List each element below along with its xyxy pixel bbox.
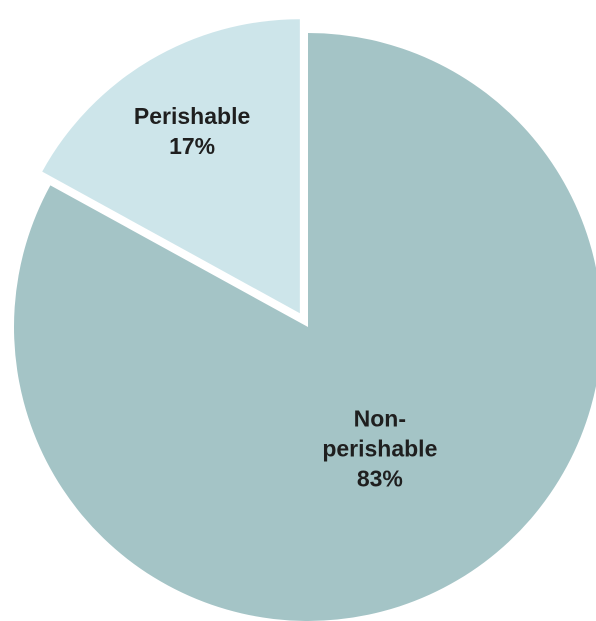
- pie-slice-1: [42, 19, 300, 314]
- pie-slice-0: [14, 33, 596, 621]
- slice-name-label: Perishable: [134, 103, 250, 129]
- slice-label-0: Non-perishable 83%: [322, 405, 437, 491]
- slice-label-1: Perishable 17%: [134, 103, 250, 159]
- slices-layer: [14, 19, 596, 621]
- slice-name-label: Non-: [354, 405, 406, 431]
- labels-layer: Non-perishable 83% Perishable 17%: [134, 103, 437, 491]
- slice-name-label: perishable: [322, 435, 437, 461]
- slice-value-label: 17%: [169, 133, 215, 159]
- slice-value-label: 83%: [357, 465, 403, 491]
